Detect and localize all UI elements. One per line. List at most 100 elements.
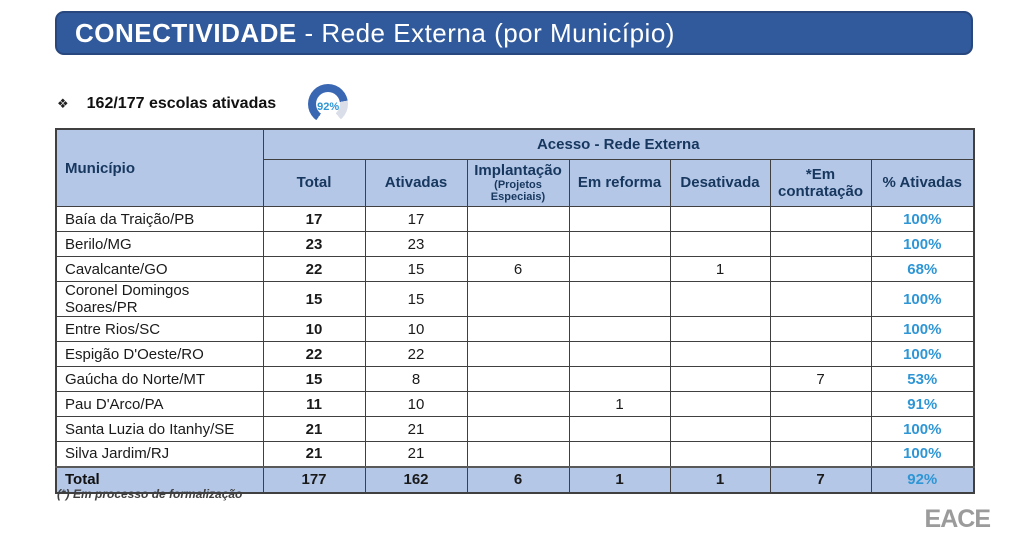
table-cell [466,281,570,318]
table-cell [568,256,671,283]
table-cell: Pau D'Arco/PA [55,391,264,418]
table-cell: 21 [262,416,366,443]
table-cell [466,391,570,418]
table-cell: 7 [769,366,872,393]
gauge-hole [316,92,341,116]
eace-logo: EACE [924,505,991,533]
table-cell [769,441,872,468]
table-cell [669,391,771,418]
table-cell [669,366,771,393]
page-title-subtitle: - Rede Externa (por Município) [296,17,675,48]
table-body: Baía da Traição/PB 17 17 100% Berilo/MG 23 23 1… [55,206,975,494]
table-cell: 100% [870,416,975,443]
col-header-subtext: (Projetos Especiais) [490,178,546,204]
table-cell: 23 [262,231,366,258]
table-cell: 53% [870,366,975,393]
gauge-value: 92% [317,100,340,113]
table-cell: 21 [262,441,366,468]
activation-gauge: 92% [308,84,349,124]
table-cell [466,316,570,343]
table-cell [466,206,570,233]
total-cell: 1 [568,465,671,494]
municipality-table: Município Acesso - Rede Externa Total Ati… [55,128,976,494]
table-cell: 1 [568,391,671,418]
group-header-acesso-rede-externa: Acesso - Rede Externa [262,128,975,160]
table-cell [568,366,671,393]
table-cell [669,206,771,233]
col-header-7: % Ativadas [870,158,975,208]
col-header-4: Em reforma [568,158,671,208]
table-row: Cavalcante/GO 22 15 6 1 68% [55,256,975,283]
table-cell: 8 [364,366,468,393]
total-cell: 1 [669,465,771,494]
table-header: Município Acesso - Rede Externa Total Ati… [55,128,975,208]
page-title-main: CONECTIVIDADE [75,17,297,48]
diamond-bullet-icon: ❖ [57,96,69,111]
table-cell [669,316,771,343]
table-cell: 91% [870,391,975,418]
table-cell: 10 [262,316,366,343]
table-cell: Santa Luzia do Itanhy/SE [55,416,264,443]
table-cell: 1 [669,256,771,283]
table-cell [669,416,771,443]
col-header-6: *Em contratação [769,158,872,208]
table-cell [769,391,872,418]
summary-line: ❖ 162/177 escolas ativadas 92% [57,84,349,124]
table-cell [568,206,671,233]
page-title-bar: CONECTIVIDADE - Rede Externa (por Municí… [55,11,973,55]
total-cell: 177 [262,465,366,494]
table-cell [769,281,872,318]
table-cell [466,441,570,468]
table-cell [568,316,671,343]
col-header-municipio: Município [55,128,264,208]
table-cell: 11 [262,391,366,418]
table-cell: 21 [364,441,468,468]
municipality-table-container: Município Acesso - Rede Externa Total Ati… [55,128,976,494]
total-cell: 162 [364,465,468,494]
table-cell: 17 [364,206,468,233]
table-cell: 15 [262,366,366,393]
total-cell: Total [55,465,264,494]
table-cell [769,231,872,258]
table-cell: 100% [870,281,975,318]
total-cell: 6 [466,465,570,494]
table-cell: Coronel Domingos Soares/PR [55,281,264,318]
table-cell: 22 [262,256,366,283]
table-cell: Cavalcante/GO [55,256,264,283]
table-cell: 22 [262,341,366,368]
table-row: Baía da Traição/PB 17 17 100% [55,206,975,233]
table-total-row: Total 177 162 6 1 1 7 92% [55,465,975,494]
table-cell [769,341,872,368]
table-cell: Silva Jardim/RJ [55,441,264,468]
table-row: Berilo/MG 23 23 100% [55,231,975,258]
table-cell [769,416,872,443]
footnote: (*) Em processo de formalização [57,487,243,501]
table-cell [669,281,771,318]
table-cell: 15 [262,281,366,318]
table-cell: 6 [466,256,570,283]
table-cell [466,416,570,443]
table-row: Entre Rios/SC 10 10 100% [55,316,975,343]
total-cell: 92% [870,465,975,494]
table-cell: Entre Rios/SC [55,316,264,343]
table-cell [466,231,570,258]
table-cell: Baía da Traição/PB [55,206,264,233]
table-cell [669,341,771,368]
table-cell: 10 [364,316,468,343]
table-cell [466,366,570,393]
table-cell [466,341,570,368]
table-cell: 100% [870,341,975,368]
total-cell: 7 [769,465,872,494]
col-header-1: Total [262,158,366,208]
table-cell [769,316,872,343]
table-cell [669,231,771,258]
table-cell [669,441,771,468]
table-row: Santa Luzia do Itanhy/SE 21 21 100% [55,416,975,443]
table-cell [769,206,872,233]
table-cell: 68% [870,256,975,283]
table-cell: 100% [870,441,975,468]
table-cell: 15 [364,256,468,283]
table-cell: Berilo/MG [55,231,264,258]
table-cell: 15 [364,281,468,318]
